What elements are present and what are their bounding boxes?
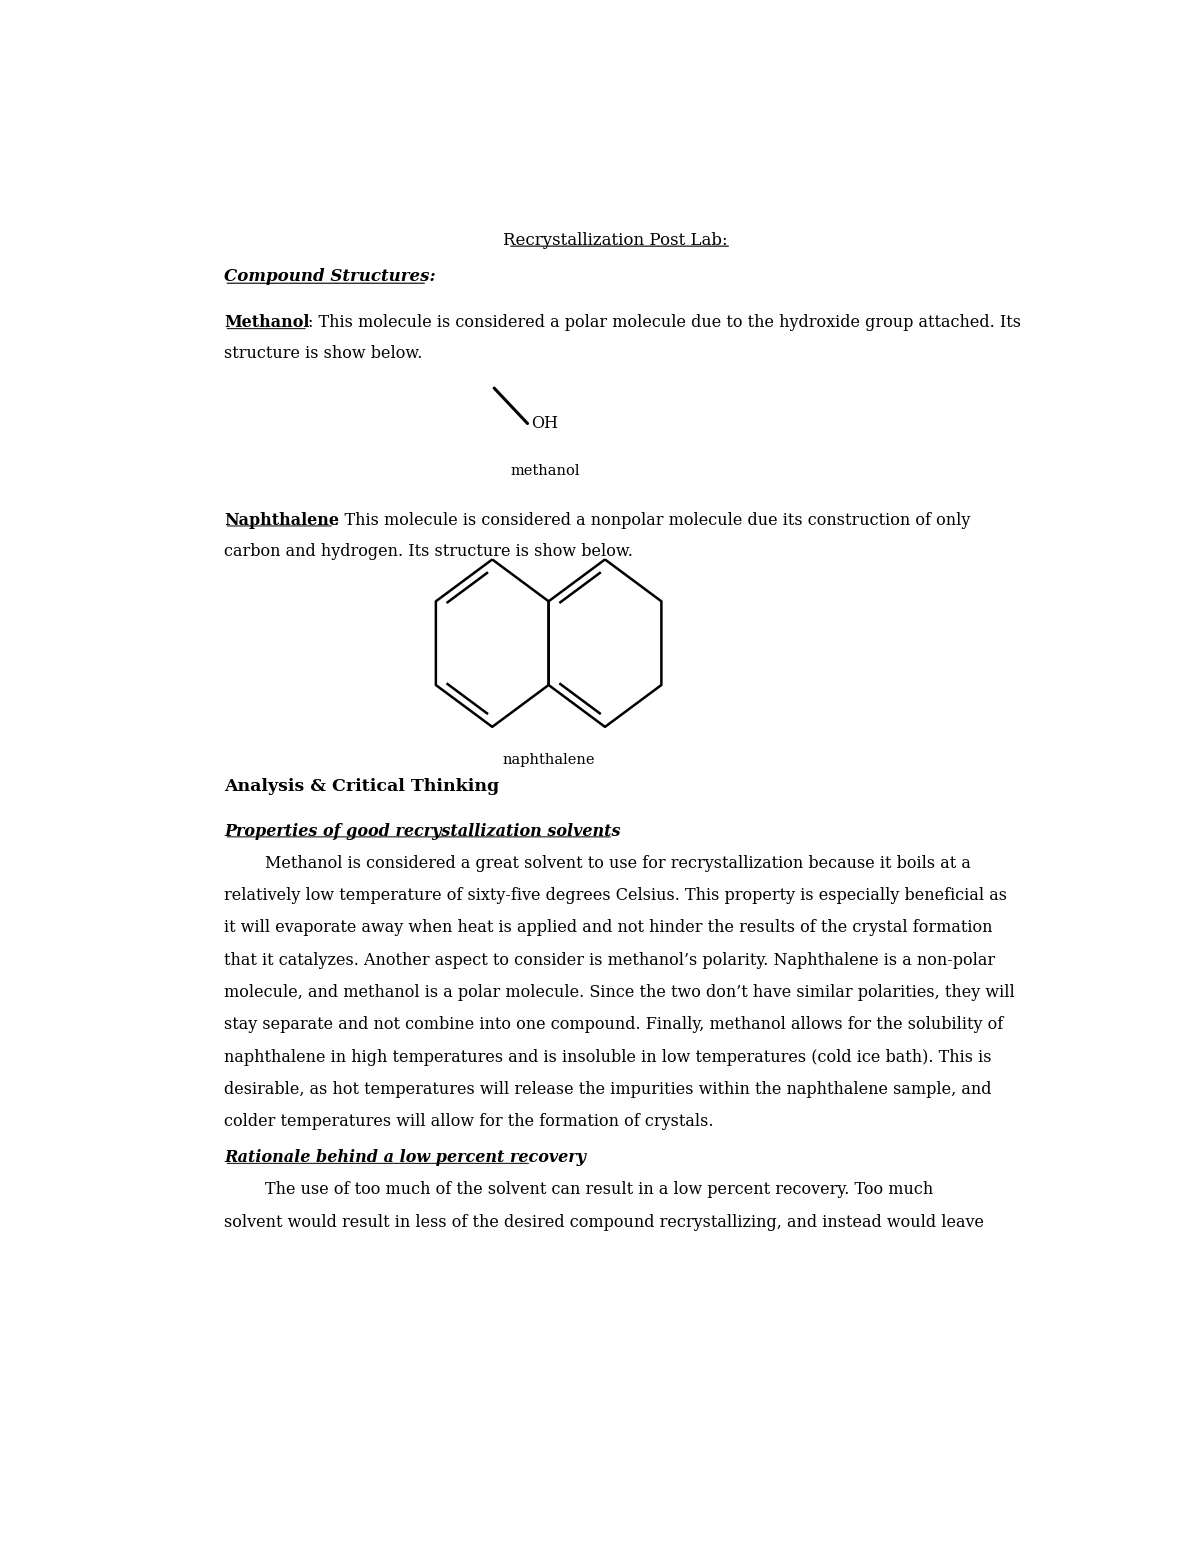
Text: molecule, and methanol is a polar molecule. Since the two don’t have similar pol: molecule, and methanol is a polar molecu… [224,985,1015,1002]
Text: naphthalene: naphthalene [503,753,595,767]
Text: Properties of good recrystallization solvents: Properties of good recrystallization sol… [224,823,620,840]
Text: The use of too much of the solvent can result in a low percent recovery. Too muc: The use of too much of the solvent can r… [224,1182,934,1199]
Text: Naphthalene: Naphthalene [224,511,340,528]
Text: Recrystallization Post Lab:: Recrystallization Post Lab: [503,231,727,248]
Text: structure is show below.: structure is show below. [224,345,422,362]
Text: it will evaporate away when heat is applied and not hinder the results of the cr: it will evaporate away when heat is appl… [224,919,992,936]
Text: desirable, as hot temperatures will release the impurities within the naphthalen: desirable, as hot temperatures will rele… [224,1081,992,1098]
Text: Methanol is considered a great solvent to use for recrystallization because it b: Methanol is considered a great solvent t… [224,854,971,871]
Text: carbon and hydrogen. Its structure is show below.: carbon and hydrogen. Its structure is sh… [224,542,634,559]
Text: methanol: methanol [510,464,580,478]
Text: : This molecule is considered a polar molecule due to the hydroxide group attach: : This molecule is considered a polar mo… [308,314,1021,331]
Text: Rationale behind a low percent recovery: Rationale behind a low percent recovery [224,1149,587,1166]
Text: OH: OH [532,415,558,432]
Text: that it catalyzes. Another aspect to consider is methanol’s polarity. Naphthalen: that it catalyzes. Another aspect to con… [224,952,996,969]
Text: Compound Structures:: Compound Structures: [224,267,436,284]
Text: Analysis & Critical Thinking: Analysis & Critical Thinking [224,778,499,795]
Text: relatively low temperature of sixty-five degrees Celsius. This property is espec: relatively low temperature of sixty-five… [224,887,1008,904]
Text: colder temperatures will allow for the formation of crystals.: colder temperatures will allow for the f… [224,1114,714,1131]
Text: solvent would result in less of the desired compound recrystallizing, and instea: solvent would result in less of the desi… [224,1213,984,1230]
Text: stay separate and not combine into one compound. Finally, methanol allows for th: stay separate and not combine into one c… [224,1016,1003,1033]
Text: Methanol: Methanol [224,314,310,331]
Text: : This molecule is considered a nonpolar molecule due its construction of only: : This molecule is considered a nonpolar… [334,511,971,528]
Text: naphthalene in high temperatures and is insoluble in low temperatures (cold ice : naphthalene in high temperatures and is … [224,1048,992,1065]
